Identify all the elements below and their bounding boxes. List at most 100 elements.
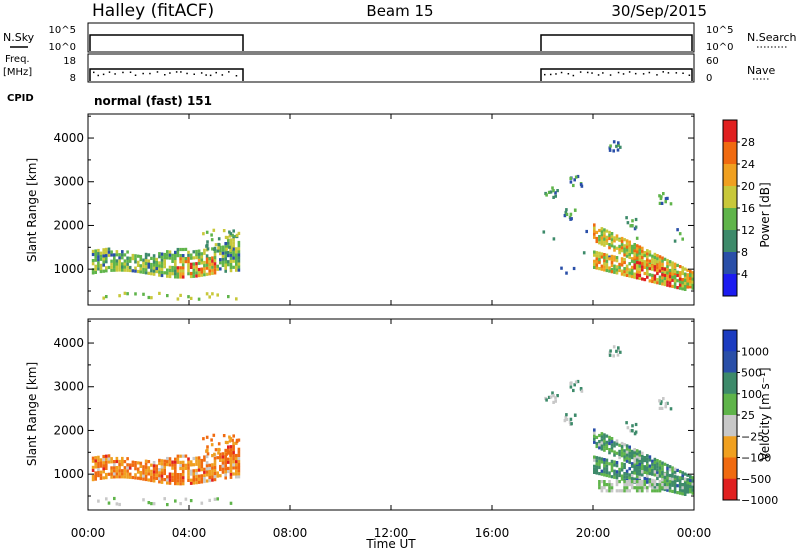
heatmap-cell — [651, 486, 654, 490]
heatmap-cell — [643, 480, 647, 484]
nave-tick-bottom: 0 — [706, 73, 712, 84]
heatmap-cell — [666, 476, 669, 480]
heatmap-cell — [179, 460, 182, 464]
heatmap-cell — [107, 454, 111, 458]
heatmap-cell — [237, 262, 241, 266]
heatmap-cell — [630, 251, 634, 255]
heatmap-cell — [224, 254, 227, 258]
heatmap-cell — [197, 480, 201, 484]
heatmap-cell — [673, 271, 677, 275]
heatmap-cell — [221, 464, 225, 468]
heatmap-cell — [641, 489, 644, 493]
heatmap-cell — [635, 273, 639, 277]
heatmap-cell — [174, 269, 177, 273]
heatmap-cell — [181, 260, 185, 264]
heatmap-cell — [224, 263, 227, 267]
heatmap-cell — [641, 454, 644, 458]
colorbar-tick-label: −100 — [741, 452, 771, 465]
heatmap-cell — [635, 270, 639, 274]
heatmap-cell — [593, 470, 596, 474]
heatmap-cell — [102, 470, 105, 474]
heatmap-cell — [115, 459, 119, 464]
heatmap-cell — [97, 464, 100, 469]
heatmap-cell — [144, 474, 148, 479]
heatmap-cell — [99, 470, 103, 474]
heatmap-cell — [625, 242, 629, 246]
heatmap-cell — [615, 234, 619, 238]
heatmap-cell — [174, 272, 177, 276]
heatmap-cell — [139, 477, 143, 481]
heatmap-cell — [229, 253, 233, 257]
heatmap-cell — [603, 486, 606, 490]
heatmap-cell — [224, 454, 227, 459]
heatmap-cell — [237, 265, 241, 269]
heatmap-cell — [152, 473, 156, 477]
heatmap-cell — [663, 462, 667, 466]
heatmap-cell — [212, 228, 216, 232]
heatmap-cell — [664, 402, 668, 406]
heatmap-cell — [144, 465, 148, 469]
heatmap-cell — [618, 262, 621, 266]
heatmap-cell — [181, 466, 185, 471]
heatmap-cell — [689, 285, 692, 289]
heatmap-cell — [222, 229, 226, 233]
heatmap-cell — [610, 465, 614, 470]
heatmap-cell — [168, 250, 172, 254]
heatmap-cell — [123, 265, 127, 269]
heatmap-cell — [144, 255, 148, 260]
heatmap-cell — [158, 461, 161, 466]
heatmap-cell — [171, 472, 174, 476]
heatmap-cell — [668, 480, 672, 484]
heatmap-cell — [237, 268, 241, 272]
heatmap-cell — [683, 492, 687, 496]
heatmap-cell — [656, 260, 659, 264]
y-tick-label: 3000 — [53, 175, 84, 189]
heatmap-cell — [656, 465, 659, 469]
heatmap-cell — [121, 456, 124, 461]
heatmap-cell — [651, 465, 654, 469]
heatmap-cell — [635, 449, 639, 453]
heatmap-cell — [91, 456, 95, 460]
heatmap-cell — [691, 488, 695, 492]
heatmap-cell — [616, 353, 620, 357]
heatmap-cell — [641, 246, 644, 250]
heatmap-cell — [608, 448, 611, 452]
heatmap-cell — [646, 480, 649, 484]
heatmap-cell — [646, 463, 649, 467]
heatmap-cell — [689, 478, 692, 482]
nave-dot — [93, 71, 95, 74]
heatmap-cell — [211, 256, 214, 260]
heatmap-cell — [134, 473, 137, 477]
heatmap-cell — [673, 270, 677, 274]
heatmap-cell — [551, 391, 554, 395]
heatmap-cell — [676, 475, 679, 479]
heatmap-cell — [195, 268, 198, 272]
heatmap-cell — [187, 478, 190, 482]
nsearch-tick-bottom: 10^0 — [706, 42, 733, 53]
heatmap-cell — [661, 262, 664, 266]
heatmap-cell — [643, 470, 647, 474]
heatmap-cell — [641, 268, 644, 272]
heatmap-cell — [105, 466, 108, 470]
heatmap-cell — [620, 243, 624, 247]
heatmap-cell — [142, 270, 145, 274]
heatmap-cell — [208, 263, 211, 267]
heatmap-cell — [560, 266, 563, 270]
heatmap-cell — [99, 461, 103, 465]
heatmap-cell — [552, 400, 555, 404]
heatmap-cell — [554, 396, 557, 400]
nsky-panel-frame — [87, 22, 695, 53]
velocity-colorbar-label: Velocity [m s⁻¹] — [758, 367, 772, 460]
heatmap-cell — [174, 469, 177, 473]
heatmap-cell — [113, 463, 116, 467]
heatmap-cell — [638, 248, 642, 252]
heatmap-cell — [635, 483, 639, 487]
heatmap-cell — [689, 487, 692, 492]
heatmap-cell — [593, 253, 596, 257]
heatmap-cell — [179, 257, 182, 261]
heatmap-cell — [224, 269, 227, 273]
heatmap-cell — [623, 483, 626, 487]
nave-dot — [549, 73, 552, 76]
heatmap-cell — [617, 346, 620, 350]
heatmap-cell — [94, 474, 97, 478]
